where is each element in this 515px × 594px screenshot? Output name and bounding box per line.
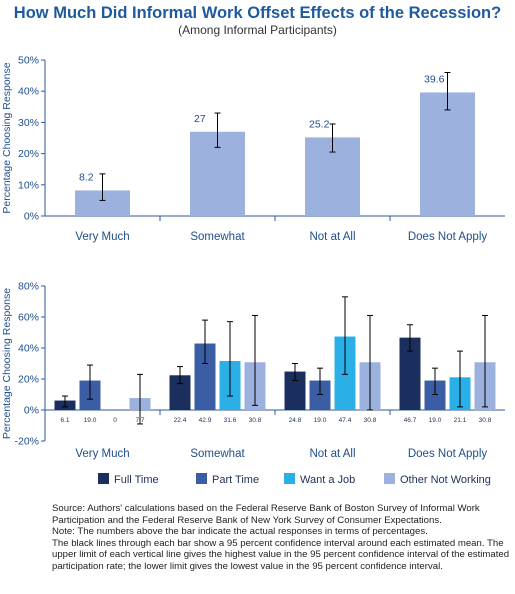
x-tick-label: Not at All xyxy=(309,448,355,460)
data-label: 8.2 xyxy=(79,171,94,183)
y-tick-label: 80% xyxy=(18,281,39,293)
x-tick-label: Somewhat xyxy=(190,448,245,460)
legend-label: Want a Job xyxy=(300,474,355,486)
legend-swatch xyxy=(98,473,109,484)
legend-swatch xyxy=(384,473,395,484)
y-axis-title: Percentage Choosing Response xyxy=(1,62,13,213)
data-label: 39.6 xyxy=(424,73,445,85)
y-axis-title: Percentage Choosing Response xyxy=(1,288,13,439)
data-label: 47.4 xyxy=(339,417,352,424)
data-label: 42.9 xyxy=(199,417,212,424)
bar xyxy=(284,371,306,410)
y-tick-label: 0% xyxy=(24,211,39,223)
bar xyxy=(399,337,421,410)
x-tick-label: Very Much xyxy=(75,448,129,460)
data-label: 19.0 xyxy=(429,417,442,424)
data-label: 21.1 xyxy=(454,417,467,424)
data-label: 0 xyxy=(113,417,117,424)
chart-title: How Much Did Informal Work Offset Effect… xyxy=(13,4,502,22)
legend-label: Full Time xyxy=(114,474,159,486)
data-label: 27 xyxy=(194,113,206,125)
bar xyxy=(309,380,331,410)
y-tick-label: 40% xyxy=(18,343,39,355)
x-tick-label: Not at All xyxy=(309,231,355,243)
data-label: 31.6 xyxy=(224,417,237,424)
legend-swatch xyxy=(284,473,295,484)
x-tick-label: Does Not Apply xyxy=(408,231,488,243)
data-label: 19.0 xyxy=(84,417,97,424)
data-label: 30.8 xyxy=(364,417,377,424)
chart-subtitle: (Among Informal Participants) xyxy=(178,23,337,37)
x-tick-label: Somewhat xyxy=(190,231,245,243)
data-label: 30.8 xyxy=(479,417,492,424)
bar xyxy=(420,92,475,216)
legend-label: Part Time xyxy=(212,474,259,486)
data-label: 7.7 xyxy=(135,417,144,424)
source-line: Source: Authors' calculations based on t… xyxy=(52,503,480,526)
y-tick-label: 10% xyxy=(18,179,39,191)
y-tick-label: 50% xyxy=(18,55,39,67)
ci-explanation: The black lines through each bar show a … xyxy=(52,537,510,572)
legend-label: Other Not Working xyxy=(400,474,491,486)
source-note: Source: Authors' calculations based on t… xyxy=(52,503,512,573)
bar xyxy=(424,380,446,410)
x-tick-label: Does Not Apply xyxy=(408,448,488,460)
y-tick-label: 30% xyxy=(18,117,39,129)
y-tick-label: 60% xyxy=(18,312,39,324)
x-tick-label: Very Much xyxy=(75,231,129,243)
bar xyxy=(169,375,191,410)
bar xyxy=(194,343,216,410)
data-label: 46.7 xyxy=(404,417,417,424)
note-line: Note: The numbers above the bar indicate… xyxy=(52,526,428,538)
y-tick-label: 20% xyxy=(18,148,39,160)
data-label: 19.0 xyxy=(314,417,327,424)
data-label: 6.1 xyxy=(60,417,69,424)
data-label: 22.4 xyxy=(174,417,187,424)
y-tick-label: 0% xyxy=(24,405,39,417)
data-label: 25.2 xyxy=(309,118,330,130)
y-tick-label: -20% xyxy=(14,436,39,448)
y-tick-label: 20% xyxy=(18,374,39,386)
legend-swatch xyxy=(196,473,207,484)
y-tick-label: 40% xyxy=(18,86,39,98)
data-label: 30.8 xyxy=(249,417,262,424)
data-label: 24.8 xyxy=(289,417,302,424)
